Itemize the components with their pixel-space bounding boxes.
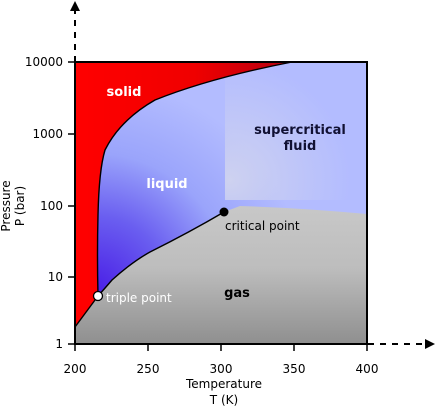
y-tick-label: 100 <box>40 199 63 213</box>
triple-point-marker <box>92 290 104 302</box>
y-axis-title: Pressure <box>0 180 13 231</box>
y-axis-unit: P (bar) <box>13 186 27 226</box>
gas-region <box>75 206 367 344</box>
y-tick-label: 1000 <box>32 127 63 141</box>
vaporization-curve <box>97 211 225 297</box>
critical-point-label: critical point <box>225 219 300 233</box>
supercritical-label-line2: fluid <box>284 139 317 154</box>
x-tick-label: 300 <box>210 362 233 376</box>
supercritical-label: supercritical <box>254 123 346 138</box>
gas-label: gas <box>224 286 250 301</box>
triple-point-label: triple point <box>106 291 172 305</box>
x-tick-label: 400 <box>356 362 379 376</box>
y-tick-label: 1 <box>55 337 63 351</box>
solid-label: solid <box>107 85 142 100</box>
x-tick-label: 200 <box>64 362 87 376</box>
supercritical-region <box>225 62 367 200</box>
critical-point-marker <box>219 207 229 217</box>
x-tick-label: 350 <box>283 362 306 376</box>
x-tick-marks <box>74 344 368 351</box>
liquid-label: liquid <box>146 177 187 192</box>
x-axis-unit: T (K) <box>209 393 238 407</box>
x-tick-label: 250 <box>137 362 160 376</box>
melting-curve <box>96 61 293 297</box>
y-tick-marks <box>68 61 75 345</box>
y-tick-label: 10 <box>48 270 63 284</box>
sublimation-curve <box>74 295 99 328</box>
solid-region <box>75 62 292 327</box>
y-tick-label: 10000 <box>25 55 63 69</box>
x-axis-title: Temperature <box>185 377 262 391</box>
